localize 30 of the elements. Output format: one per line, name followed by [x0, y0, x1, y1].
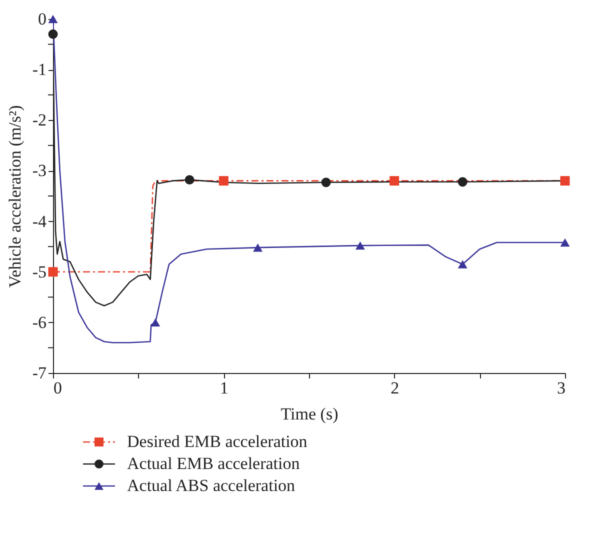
y-tick-label: -5 [32, 262, 46, 282]
point [355, 241, 365, 250]
point [253, 243, 263, 252]
x-tick-label: 1 [220, 378, 228, 398]
point [184, 175, 194, 185]
x-axis-title: Time (s) [280, 404, 338, 424]
point [560, 176, 570, 186]
point [458, 260, 468, 268]
y-tick-label: -3 [32, 161, 46, 180]
legend-label: Desired EMB acceleration [127, 432, 308, 451]
point [150, 318, 160, 327]
y-tick-label: -2 [32, 110, 46, 130]
x-tick-label: 3 [557, 378, 566, 398]
y-tick-label: -6 [32, 312, 46, 332]
legend-label: Actual ABS acceleration [127, 476, 296, 495]
x-tick-label: 2 [390, 378, 400, 398]
x-tick-label: 0 [54, 378, 62, 398]
point [48, 29, 58, 39]
point [458, 177, 468, 187]
point [390, 176, 400, 186]
legend-label: Actual EMB acceleration [127, 454, 300, 473]
y-tick-label: -4 [32, 212, 47, 231]
point [218, 176, 228, 186]
point [560, 238, 570, 247]
y-axis-title: Vehicle acceleration (m/s²) [5, 105, 24, 288]
y-tick-label: 0 [38, 10, 46, 28]
y-tick-label: -1 [32, 60, 46, 80]
point [321, 178, 331, 188]
y-tick-label: -7 [32, 364, 47, 382]
point [48, 267, 58, 277]
